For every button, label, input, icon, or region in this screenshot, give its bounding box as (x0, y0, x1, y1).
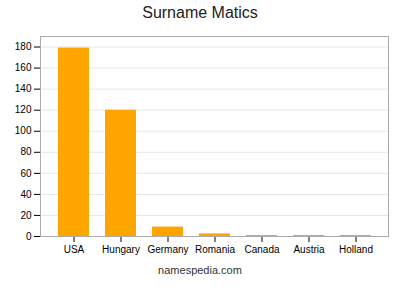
svg-text:140: 140 (15, 83, 32, 94)
svg-text:Romania: Romania (195, 244, 235, 255)
svg-text:180: 180 (15, 41, 32, 52)
svg-text:40: 40 (20, 189, 32, 200)
svg-text:60: 60 (20, 168, 32, 179)
svg-text:Canada: Canada (244, 244, 279, 255)
svg-text:0: 0 (26, 231, 32, 242)
svg-text:80: 80 (20, 146, 32, 157)
svg-text:Holland: Holland (339, 244, 373, 255)
svg-text:20: 20 (20, 210, 32, 221)
svg-text:160: 160 (15, 62, 32, 73)
html-text:Surname Matics: Surname Matics (142, 4, 258, 21)
html-text:namespedia.com: namespedia.com (158, 264, 242, 276)
svg-text:Germany: Germany (147, 244, 188, 255)
svg-text:Hungary: Hungary (102, 244, 140, 255)
svg-text:100: 100 (15, 125, 32, 136)
svg-text:USA: USA (64, 244, 85, 255)
svg-text:120: 120 (15, 104, 32, 115)
svg-text:Austria: Austria (293, 244, 325, 255)
